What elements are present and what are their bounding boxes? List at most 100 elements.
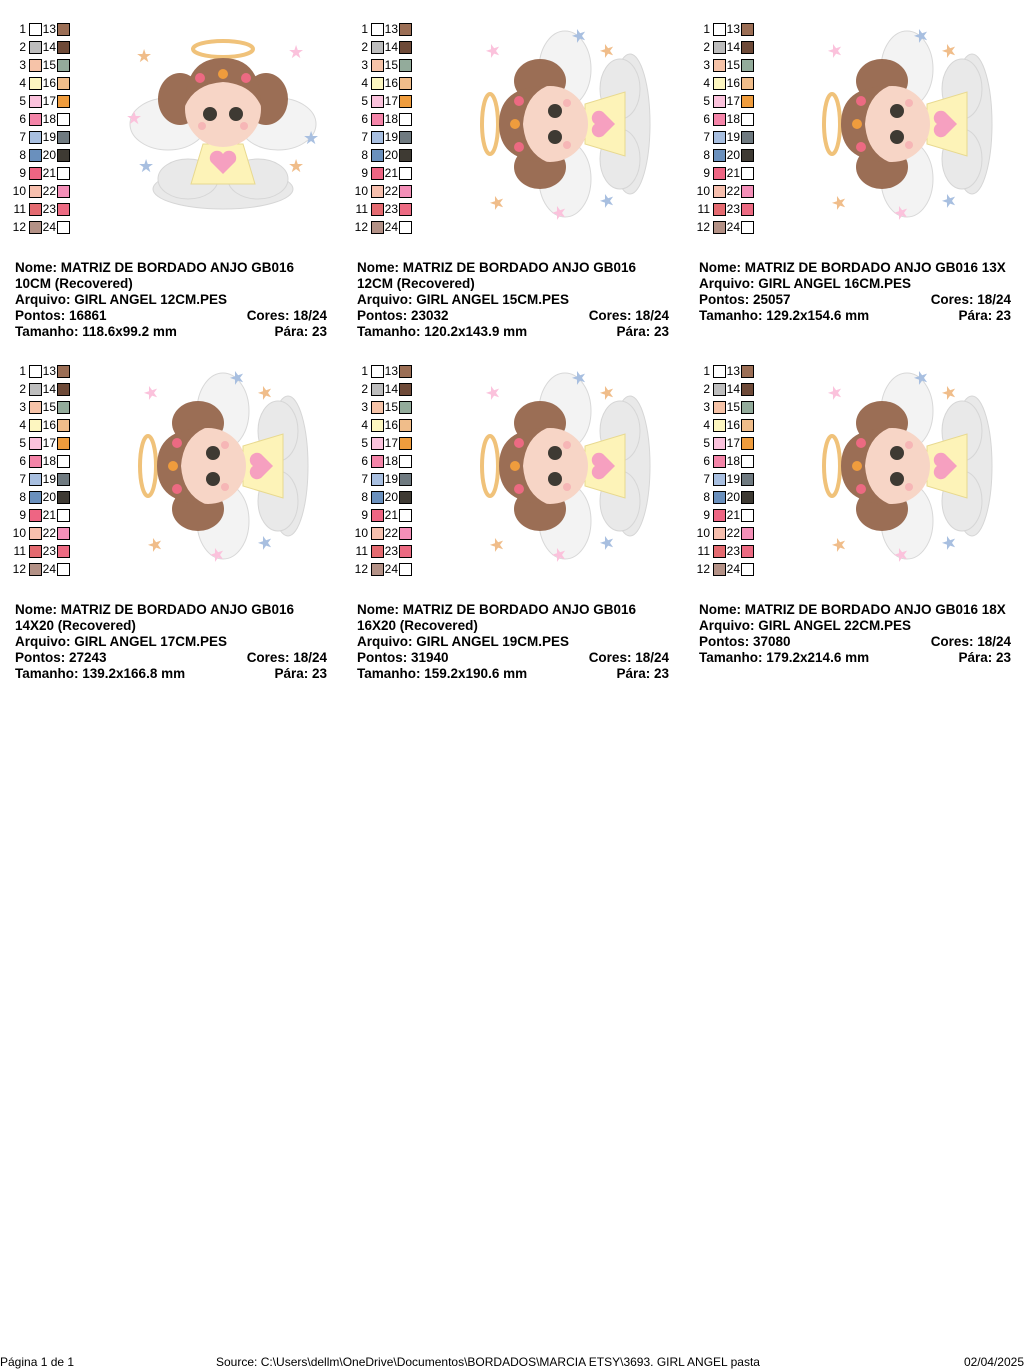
design-name: Nome: MATRIZ DE BORDADO ANJO GB016 14X20… xyxy=(15,602,295,633)
design-stitches: Pontos: 37080 Cores: 18/24 xyxy=(699,634,1011,649)
color-number: 17 xyxy=(42,436,56,450)
color-number: 12 xyxy=(354,562,368,576)
svg-text:★: ★ xyxy=(939,193,959,209)
color-swatch xyxy=(57,131,70,144)
color-number: 13 xyxy=(726,364,740,378)
color-swatch xyxy=(399,545,412,558)
design-card: 1 13 2 14 3 15 4 16 5 17 6 18 7 xyxy=(342,22,684,358)
color-swatch xyxy=(741,203,754,216)
legend-row: 8 20 xyxy=(0,148,80,166)
design-name: Nome: MATRIZ DE BORDADO ANJO GB016 13X xyxy=(699,260,1006,275)
color-number: 18 xyxy=(726,112,740,126)
color-number: 20 xyxy=(384,490,398,504)
legend-row: 8 20 xyxy=(342,490,422,508)
color-number: 6 xyxy=(361,112,368,126)
color-number: 1 xyxy=(703,22,710,36)
legend-row: 6 18 xyxy=(684,454,764,472)
color-number: 13 xyxy=(384,22,398,36)
color-swatch xyxy=(371,203,384,216)
color-swatch xyxy=(371,59,384,72)
design-info: Nome: MATRIZ DE BORDADO ANJO GB016 12CM … xyxy=(357,260,669,340)
color-number: 11 xyxy=(697,544,710,558)
color-number: 8 xyxy=(19,490,26,504)
color-number: 18 xyxy=(384,454,398,468)
color-number: 6 xyxy=(19,454,26,468)
color-swatch xyxy=(57,113,70,126)
print-date: 02/04/2025 xyxy=(963,1355,1024,1369)
color-number: 19 xyxy=(42,472,56,486)
legend-row: 3 15 xyxy=(342,58,422,76)
design-file: Arquivo: GIRL ANGEL 16CM.PES xyxy=(699,276,912,291)
svg-text:★: ★ xyxy=(597,43,617,59)
legend-row: 1 13 xyxy=(342,22,422,40)
legend-row: 3 15 xyxy=(684,58,764,76)
legend-row: 7 19 xyxy=(0,472,80,490)
color-swatch xyxy=(29,473,42,486)
legend-row: 3 15 xyxy=(0,58,80,76)
color-swatch xyxy=(371,545,384,558)
color-number: 21 xyxy=(384,166,398,180)
design-card: 1 13 2 14 3 15 4 16 5 17 6 18 7 xyxy=(684,22,1024,358)
color-number: 23 xyxy=(726,544,740,558)
color-swatch xyxy=(57,473,70,486)
color-number: 24 xyxy=(384,220,398,234)
legend-row: 10 22 xyxy=(0,184,80,202)
color-swatch xyxy=(399,365,412,378)
design-file: Arquivo: GIRL ANGEL 15CM.PES xyxy=(357,292,570,307)
color-swatch xyxy=(713,563,726,576)
svg-text:★: ★ xyxy=(138,156,154,176)
color-swatch xyxy=(57,77,70,90)
legend-row: 12 24 xyxy=(342,562,422,580)
color-swatch xyxy=(713,221,726,234)
design-file: Arquivo: GIRL ANGEL 12CM.PES xyxy=(15,292,228,307)
color-swatch xyxy=(741,221,754,234)
color-number: 8 xyxy=(703,490,710,504)
color-swatch xyxy=(371,437,384,450)
color-number: 16 xyxy=(384,418,398,432)
legend-row: 2 14 xyxy=(0,40,80,58)
color-swatch xyxy=(399,41,412,54)
color-number: 24 xyxy=(384,562,398,576)
design-colors: Cores: 18/24 xyxy=(930,634,1011,649)
color-swatch xyxy=(57,203,70,216)
color-swatch xyxy=(371,77,384,90)
color-swatch xyxy=(741,149,754,162)
color-swatch xyxy=(29,527,42,540)
color-number: 3 xyxy=(19,58,26,72)
color-swatch xyxy=(57,455,70,468)
color-swatch xyxy=(399,167,412,180)
color-number: 10 xyxy=(696,184,710,198)
design-colors: Cores: 18/24 xyxy=(246,308,327,323)
color-number: 4 xyxy=(361,76,368,90)
color-number: 18 xyxy=(726,454,740,468)
color-number: 13 xyxy=(384,364,398,378)
color-swatch xyxy=(741,437,754,450)
legend-row: 5 17 xyxy=(342,436,422,454)
legend-row: 9 21 xyxy=(0,166,80,184)
legend-row: 6 18 xyxy=(342,112,422,130)
color-swatch xyxy=(741,167,754,180)
legend-row: 4 16 xyxy=(0,76,80,94)
color-swatch xyxy=(741,527,754,540)
angel-embroidery-image: ★ ★ ★ ★ ★ ★ xyxy=(480,370,651,563)
color-swatch xyxy=(371,383,384,396)
design-size: Tamanho: 129.2x154.6 mm Pára: 23 xyxy=(699,308,1011,323)
color-number: 10 xyxy=(354,184,368,198)
legend-row: 8 20 xyxy=(342,148,422,166)
design-card: 1 13 2 14 3 15 4 16 5 17 6 18 7 xyxy=(342,364,684,700)
color-swatch xyxy=(57,437,70,450)
color-swatch xyxy=(741,401,754,414)
angel-embroidery-image: ★ ★ ★ ★ ★ ★ xyxy=(138,370,309,563)
color-number: 4 xyxy=(361,418,368,432)
design-stitches: Pontos: 23032 Cores: 18/24 xyxy=(357,308,669,323)
color-number: 17 xyxy=(726,436,740,450)
svg-text:★: ★ xyxy=(207,547,227,563)
color-swatch xyxy=(57,365,70,378)
color-swatch xyxy=(741,509,754,522)
color-number: 3 xyxy=(703,400,710,414)
color-number: 23 xyxy=(384,202,398,216)
legend-row: 2 14 xyxy=(0,382,80,400)
svg-text:★: ★ xyxy=(141,385,161,401)
legend-row: 10 22 xyxy=(684,526,764,544)
color-swatch xyxy=(29,437,42,450)
